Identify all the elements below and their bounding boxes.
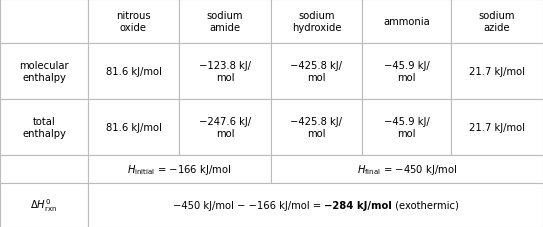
Text: ammonia: ammonia: [383, 17, 430, 27]
Text: 81.6 kJ/mol: 81.6 kJ/mol: [105, 67, 161, 77]
Text: −45.9 kJ/
mol: −45.9 kJ/ mol: [383, 117, 430, 138]
Text: 81.6 kJ/mol: 81.6 kJ/mol: [105, 122, 161, 132]
Bar: [0, 155, 88, 183]
Bar: [271, 155, 543, 183]
Bar: [451, 0, 543, 44]
Text: sodium
hydroxide: sodium hydroxide: [292, 11, 341, 33]
Text: −284 kJ/mol: −284 kJ/mol: [324, 200, 392, 210]
Bar: [362, 0, 451, 44]
Bar: [271, 100, 362, 155]
Bar: [88, 0, 179, 44]
Bar: [362, 100, 451, 155]
Text: nitrous
oxide: nitrous oxide: [116, 11, 151, 33]
Bar: [362, 44, 451, 100]
Bar: [0, 0, 88, 44]
Text: −247.6 kJ/
mol: −247.6 kJ/ mol: [199, 117, 251, 138]
Text: −425.8 kJ/
mol: −425.8 kJ/ mol: [291, 61, 343, 82]
Bar: [0, 100, 88, 155]
Text: $\Delta H^0_{\rm rxn}$: $\Delta H^0_{\rm rxn}$: [30, 197, 58, 213]
Text: sodium
amide: sodium amide: [207, 11, 243, 33]
Bar: [88, 100, 179, 155]
Bar: [451, 44, 543, 100]
Bar: [179, 44, 271, 100]
Bar: [0, 44, 88, 100]
Text: −450 kJ/mol − −166 kJ/mol =: −450 kJ/mol − −166 kJ/mol =: [173, 200, 324, 210]
Text: total
enthalpy: total enthalpy: [22, 117, 66, 138]
Bar: [451, 100, 543, 155]
Bar: [88, 155, 271, 183]
Text: −45.9 kJ/
mol: −45.9 kJ/ mol: [383, 61, 430, 82]
Text: 21.7 kJ/mol: 21.7 kJ/mol: [469, 67, 525, 77]
Text: sodium
azide: sodium azide: [479, 11, 515, 33]
Bar: [179, 100, 271, 155]
Text: molecular
enthalpy: molecular enthalpy: [19, 61, 69, 82]
Text: $\mathit{H}_{\rm initial}$ = −166 kJ/mol: $\mathit{H}_{\rm initial}$ = −166 kJ/mol: [127, 162, 232, 176]
Bar: [88, 44, 179, 100]
Bar: [0, 183, 88, 227]
Bar: [271, 0, 362, 44]
Text: −123.8 kJ/
mol: −123.8 kJ/ mol: [199, 61, 251, 82]
Bar: [179, 0, 271, 44]
Bar: [88, 183, 543, 227]
Bar: [271, 44, 362, 100]
Text: −425.8 kJ/
mol: −425.8 kJ/ mol: [291, 117, 343, 138]
Text: (exothermic): (exothermic): [392, 200, 458, 210]
Text: 21.7 kJ/mol: 21.7 kJ/mol: [469, 122, 525, 132]
Text: $\mathit{H}_{\rm final}$ = −450 kJ/mol: $\mathit{H}_{\rm final}$ = −450 kJ/mol: [357, 162, 457, 176]
